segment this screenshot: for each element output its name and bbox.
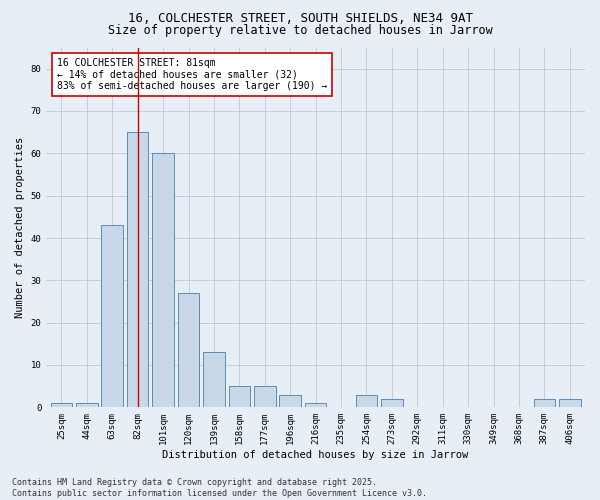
Text: Size of property relative to detached houses in Jarrow: Size of property relative to detached ho… <box>107 24 493 37</box>
Bar <box>356 394 377 407</box>
Bar <box>381 399 403 407</box>
Bar <box>76 403 98 407</box>
Text: 16, COLCHESTER STREET, SOUTH SHIELDS, NE34 9AT: 16, COLCHESTER STREET, SOUTH SHIELDS, NE… <box>128 12 473 26</box>
Text: 16 COLCHESTER STREET: 81sqm
← 14% of detached houses are smaller (32)
83% of sem: 16 COLCHESTER STREET: 81sqm ← 14% of det… <box>57 58 327 92</box>
Bar <box>533 399 555 407</box>
Bar <box>152 154 174 408</box>
Bar <box>280 394 301 407</box>
Bar <box>127 132 148 407</box>
Bar <box>559 399 581 407</box>
Bar <box>305 403 326 407</box>
Bar <box>229 386 250 407</box>
Bar <box>254 386 275 407</box>
Bar <box>178 293 199 408</box>
X-axis label: Distribution of detached houses by size in Jarrow: Distribution of detached houses by size … <box>163 450 469 460</box>
Y-axis label: Number of detached properties: Number of detached properties <box>15 137 25 318</box>
Bar <box>101 226 123 408</box>
Bar <box>203 352 225 408</box>
Bar <box>50 403 72 407</box>
Text: Contains HM Land Registry data © Crown copyright and database right 2025.
Contai: Contains HM Land Registry data © Crown c… <box>12 478 427 498</box>
